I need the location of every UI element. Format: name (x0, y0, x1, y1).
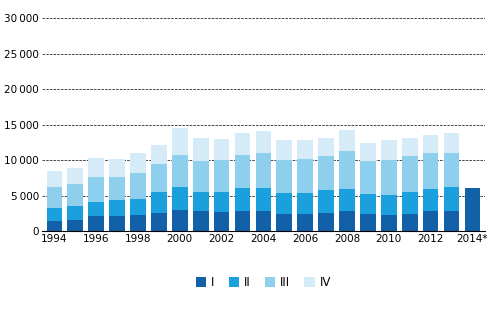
Bar (214, 139, 229, 160)
Bar (67, 168, 83, 184)
Bar (255, 131, 271, 153)
Bar (193, 138, 208, 161)
Bar (423, 189, 438, 212)
Bar (193, 192, 208, 212)
Bar (297, 159, 313, 193)
Bar (46, 171, 62, 187)
Bar (67, 206, 83, 220)
Bar (172, 155, 188, 187)
Bar (423, 135, 438, 153)
Bar (381, 140, 397, 160)
Bar (109, 177, 125, 200)
Bar (151, 164, 166, 192)
Bar (109, 200, 125, 216)
Bar (402, 192, 417, 214)
Bar (235, 188, 250, 211)
Bar (235, 211, 250, 231)
Bar (109, 216, 125, 231)
Bar (339, 212, 355, 231)
Bar (423, 153, 438, 189)
Bar (339, 190, 355, 212)
Bar (88, 201, 104, 216)
Bar (277, 140, 292, 160)
Bar (444, 133, 459, 153)
Bar (360, 143, 376, 161)
Bar (339, 130, 355, 151)
Bar (444, 153, 459, 187)
Bar (381, 215, 397, 231)
Bar (46, 208, 62, 221)
Bar (172, 210, 188, 231)
Bar (444, 211, 459, 231)
Bar (214, 192, 229, 212)
Bar (214, 160, 229, 192)
Bar (130, 173, 146, 199)
Bar (318, 190, 334, 213)
Bar (360, 195, 376, 214)
Bar (46, 187, 62, 208)
Bar (151, 192, 166, 213)
Bar (277, 160, 292, 193)
Bar (381, 160, 397, 195)
Bar (297, 140, 313, 159)
Bar (402, 156, 417, 192)
Bar (444, 187, 459, 211)
Bar (193, 161, 208, 192)
Bar (297, 193, 313, 214)
Bar (172, 128, 188, 155)
Bar (255, 153, 271, 188)
Bar (235, 155, 250, 188)
Bar (318, 138, 334, 156)
Bar (151, 213, 166, 231)
Bar (67, 184, 83, 206)
Bar (88, 177, 104, 201)
Bar (193, 212, 208, 231)
Bar (255, 211, 271, 231)
Bar (381, 195, 397, 215)
Bar (151, 145, 166, 164)
Bar (235, 133, 250, 155)
Bar (46, 221, 62, 231)
Bar (339, 151, 355, 190)
Bar (277, 193, 292, 214)
Bar (67, 220, 83, 231)
Bar (360, 161, 376, 195)
Bar (88, 216, 104, 231)
Legend: I, II, III, IV: I, II, III, IV (191, 271, 336, 294)
Bar (423, 212, 438, 231)
Bar (277, 214, 292, 231)
Bar (172, 187, 188, 210)
Bar (402, 214, 417, 231)
Bar (464, 188, 480, 231)
Bar (130, 153, 146, 173)
Bar (255, 188, 271, 211)
Bar (360, 214, 376, 231)
Bar (130, 215, 146, 231)
Bar (318, 156, 334, 190)
Bar (109, 159, 125, 177)
Bar (402, 138, 417, 156)
Bar (88, 157, 104, 177)
Bar (214, 212, 229, 231)
Bar (318, 213, 334, 231)
Bar (297, 214, 313, 231)
Bar (130, 199, 146, 215)
